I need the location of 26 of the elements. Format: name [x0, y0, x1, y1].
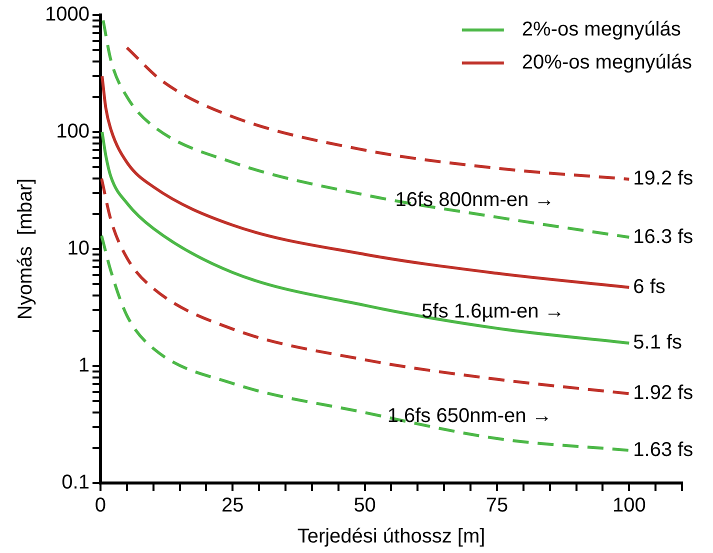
annotation: 16.3 fs [633, 226, 694, 248]
annotation: 19.2 fs [633, 168, 694, 190]
x-tick-label: 25 [222, 494, 244, 517]
x-tick-label: 0 [94, 494, 106, 517]
y-tick-label: 100 [56, 120, 90, 143]
x-axis-title: Terjedési úthossz [m] [297, 526, 486, 548]
x-tick-label: 50 [354, 494, 376, 517]
annotation: 5.1 fs [633, 332, 682, 354]
x-tick-label: 75 [486, 494, 508, 517]
y-tick-label: 0.1 [62, 472, 90, 494]
y-axis-title: Nyomás [mbar] [14, 178, 37, 320]
line-series [100, 74, 631, 289]
annotation: 5fs 1.6µm-en → [422, 300, 564, 322]
annotation: 1.63 fs [633, 438, 694, 461]
legend-label: 20%-os megnyúlás [522, 52, 692, 74]
x-tick-label: 100 [612, 494, 646, 517]
annotation: 1.6fs 650nm-en → [387, 405, 552, 428]
y-tick-label: 1000 [44, 4, 90, 26]
line-series [100, 177, 631, 396]
annotation: 6 fs [633, 276, 666, 298]
y-tick-label: 1 [78, 354, 90, 377]
y-tick-label: 10 [67, 238, 90, 260]
annotation: 1.92 fs [633, 382, 694, 404]
line-series [100, 234, 631, 452]
line-series [100, 130, 631, 345]
legend-label: 2%-os megnyúlás [522, 18, 681, 41]
